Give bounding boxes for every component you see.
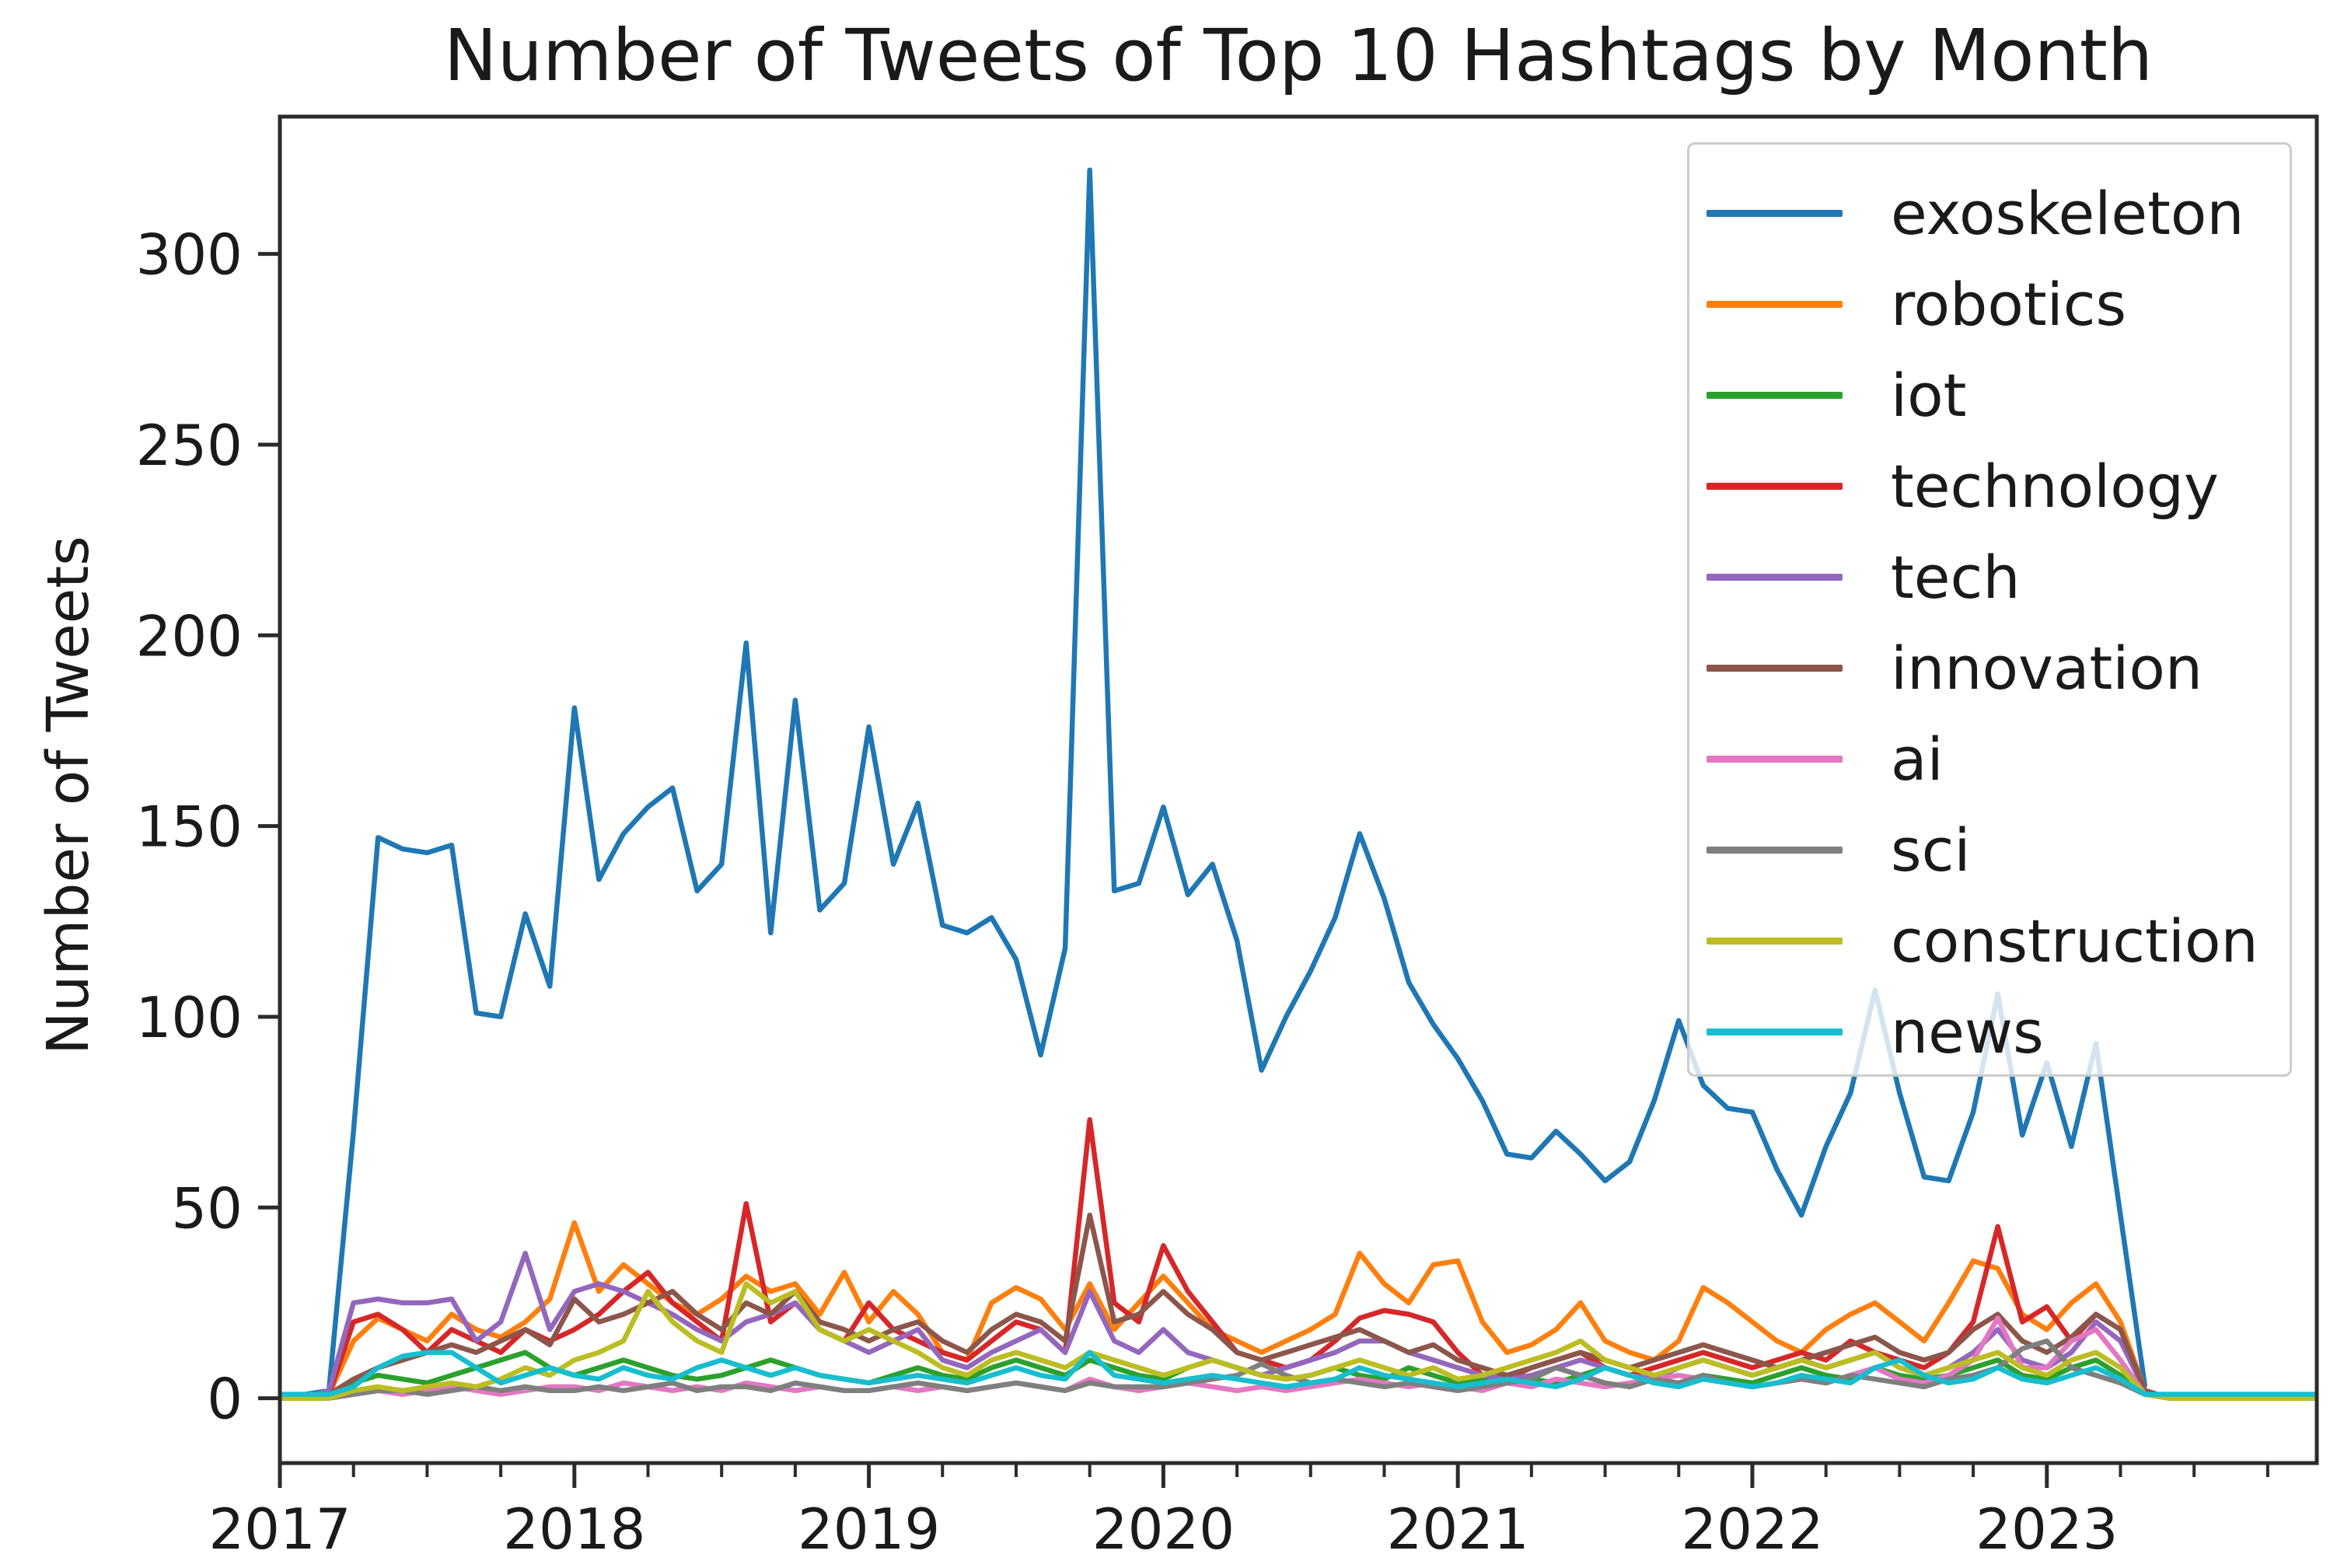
legend-label-exoskeleton: exoskeleton [1891, 178, 2244, 248]
legend: exoskeleton robotics iot technology tech inno… [1687, 142, 2292, 1077]
legend-label-robotics: robotics [1891, 269, 2127, 339]
x-tick-label: 2017 [208, 1496, 351, 1562]
x-tick-label: 2018 [503, 1496, 645, 1562]
legend-item-ai: ai [1689, 714, 2290, 805]
x-tick-label: 2020 [1092, 1496, 1235, 1562]
legend-swatch-sci [1706, 847, 1843, 854]
chart-title: Number of Tweets of Top 10 Hashtags by M… [443, 14, 2154, 97]
legend-swatch-exoskeleton [1706, 210, 1843, 217]
x-tick-label: 2023 [1975, 1496, 2118, 1562]
legend-label-tech: tech [1891, 542, 2021, 612]
legend-item-tech: tech [1689, 532, 2290, 623]
legend-label-innovation: innovation [1891, 633, 2203, 703]
axes-spines [278, 114, 2319, 1465]
legend-item-innovation: innovation [1689, 623, 2290, 714]
legend-label-construction: construction [1891, 906, 2258, 976]
legend-swatch-construction [1706, 938, 1843, 945]
series-line-robotics [280, 1220, 2317, 1401]
y-tick-label: 150 [136, 794, 243, 860]
legend-item-construction: construction [1689, 896, 2290, 987]
legend-item-robotics: robotics [1689, 259, 2290, 350]
legend-label-sci: sci [1891, 815, 1971, 885]
series-line-innovation [280, 1212, 2317, 1401]
legend-item-iot: iot [1689, 350, 2290, 441]
legend-item-exoskeleton: exoskeleton [1689, 168, 2290, 259]
y-tick-label: 300 [136, 222, 243, 288]
series-line-ai [280, 1315, 2317, 1401]
y-tick-label: 100 [136, 985, 243, 1050]
series-line-news [280, 1350, 2317, 1397]
x-tick-label: 2021 [1387, 1496, 1529, 1562]
legend-swatch-tech [1706, 574, 1843, 581]
legend-item-technology: technology [1689, 441, 2290, 532]
legend-swatch-iot [1706, 392, 1843, 399]
legend-swatch-ai [1706, 756, 1843, 763]
legend-swatch-innovation [1706, 665, 1843, 672]
y-tick-label: 250 [136, 413, 243, 478]
x-tick-label: 2022 [1681, 1496, 1823, 1562]
legend-swatch-robotics [1706, 301, 1843, 308]
legend-swatch-technology [1706, 483, 1843, 490]
legend-label-news: news [1891, 997, 2044, 1067]
y-tick-label: 50 [171, 1175, 243, 1241]
legend-item-news: news [1689, 987, 2290, 1077]
series-line-exoskeleton [279, 167, 2148, 1401]
legend-swatch-news [1706, 1028, 1843, 1035]
series-line-construction [280, 1281, 2317, 1401]
x-tick-label: 2019 [798, 1496, 940, 1562]
legend-item-sci: sci [1689, 805, 2290, 896]
legend-label-ai: ai [1891, 724, 1944, 794]
legend-label-iot: iot [1891, 360, 1967, 430]
y-tick-label: 0 [207, 1367, 243, 1432]
legend-label-technology: technology [1891, 451, 2220, 521]
y-tick-label: 200 [136, 603, 243, 669]
